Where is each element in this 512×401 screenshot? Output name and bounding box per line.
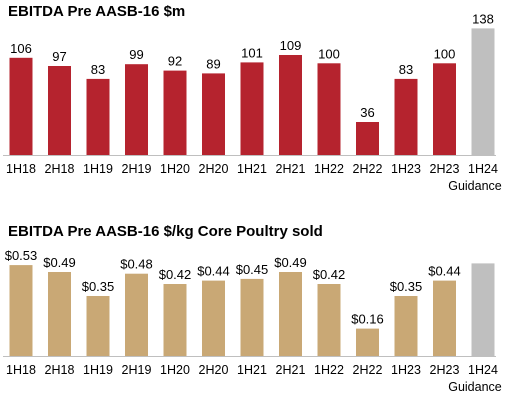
x-tick-2h19: 2H19 — [122, 363, 152, 377]
bar-1h20 — [163, 284, 187, 356]
x-tick-1h19: 1H19 — [83, 162, 113, 176]
bar-2h20 — [202, 73, 225, 155]
bar-1h20 — [163, 70, 187, 155]
bar-2h19 — [125, 64, 148, 155]
chart-title-ebitda-per-kg: EBITDA Pre AASB-16 $/kg Core Poultry sol… — [8, 223, 323, 240]
bar-1h19 — [86, 78, 110, 155]
bar-2h21 — [279, 272, 302, 356]
data-label-2h22: 36 — [360, 105, 374, 120]
x-tick-2h21: 2H21 — [276, 162, 306, 176]
x-tick-2h23: 2H23 — [430, 162, 460, 176]
x-tick-1h18: 1H18 — [6, 162, 36, 176]
x-tick-1h21: 1H21 — [237, 363, 267, 377]
data-label-1h23: $0.35 — [390, 279, 423, 294]
bar-1h21 — [240, 62, 264, 155]
guidance-note: Guidance — [448, 179, 502, 193]
bar-1h18 — [9, 265, 33, 356]
bar-1h24 — [471, 263, 495, 356]
x-tick-2h23: 2H23 — [430, 363, 460, 377]
data-label-2h21: 109 — [280, 38, 302, 53]
x-tick-1h18: 1H18 — [6, 363, 36, 377]
data-label-2h22: $0.16 — [351, 312, 384, 327]
data-label-1h21: $0.45 — [236, 262, 269, 277]
bar-2h19 — [125, 273, 148, 356]
data-label-1h18: 106 — [10, 41, 32, 56]
bar-1h18 — [9, 57, 33, 155]
x-tick-2h22: 2H22 — [353, 162, 383, 176]
bar-1h23 — [394, 78, 418, 155]
bar-2h22 — [356, 122, 379, 155]
x-tick-2h18: 2H18 — [45, 162, 75, 176]
bar-2h18 — [48, 272, 71, 356]
x-tick-1h22: 1H22 — [314, 363, 344, 377]
x-tick-1h20: 1H20 — [160, 363, 190, 377]
bar-2h20 — [202, 280, 225, 356]
ebitda-m-bar-chart: 106 1H18 97 2H18 83 1H19 99 2H19 92 1H20 89 2H20 101… — [3, 11, 502, 193]
bar-2h23 — [433, 280, 456, 356]
x-tick-2h20: 2H20 — [199, 162, 229, 176]
data-label-1h24: 138 — [472, 11, 494, 26]
x-tick-1h23: 1H23 — [391, 162, 421, 176]
data-label-2h18: 97 — [52, 49, 66, 64]
data-label-2h19: 99 — [129, 47, 143, 62]
x-tick-1h19: 1H19 — [83, 363, 113, 377]
data-label-2h20: 89 — [206, 56, 220, 71]
x-tick-2h20: 2H20 — [199, 363, 229, 377]
data-label-2h18: $0.49 — [43, 255, 76, 270]
x-tick-2h19: 2H19 — [122, 162, 152, 176]
x-tick-2h18: 2H18 — [45, 363, 75, 377]
data-label-1h20: 92 — [168, 54, 182, 69]
data-label-2h23: $0.44 — [428, 264, 461, 279]
bar-1h22 — [317, 63, 341, 155]
bar-1h23 — [394, 296, 418, 356]
data-label-1h19: $0.35 — [82, 279, 115, 294]
data-label-1h19: 83 — [91, 62, 105, 77]
x-tick-1h22: 1H22 — [314, 162, 344, 176]
bar-2h22 — [356, 328, 379, 356]
data-label-2h23: 100 — [434, 46, 456, 61]
data-label-1h22: $0.42 — [313, 267, 346, 282]
bar-1h22 — [317, 284, 341, 356]
bar-2h21 — [279, 55, 302, 155]
data-label-1h22: 100 — [318, 46, 340, 61]
x-tick-1h24: 1H24 — [468, 363, 498, 377]
x-tick-2h21: 2H21 — [276, 363, 306, 377]
data-label-1h21: 101 — [241, 45, 263, 60]
data-label-2h20: $0.44 — [197, 264, 230, 279]
x-tick-2h22: 2H22 — [353, 363, 383, 377]
bar-1h24 — [471, 28, 495, 155]
x-tick-1h21: 1H21 — [237, 162, 267, 176]
bar-1h21 — [240, 278, 264, 356]
x-tick-1h24: 1H24 — [468, 162, 498, 176]
x-tick-1h23: 1H23 — [391, 363, 421, 377]
bar-2h23 — [433, 63, 456, 155]
data-label-1h20: $0.42 — [159, 267, 192, 282]
x-tick-1h20: 1H20 — [160, 162, 190, 176]
guidance-note: Guidance — [448, 380, 502, 394]
data-label-1h18: $0.53 — [5, 248, 38, 263]
bar-1h19 — [86, 296, 110, 356]
data-label-1h23: 83 — [399, 62, 413, 77]
bar-2h18 — [48, 66, 71, 155]
chart-title-ebitda-m: EBITDA Pre AASB-16 $m — [8, 3, 186, 20]
data-label-2h21: $0.49 — [274, 255, 307, 270]
data-label-2h19: $0.48 — [120, 257, 153, 272]
